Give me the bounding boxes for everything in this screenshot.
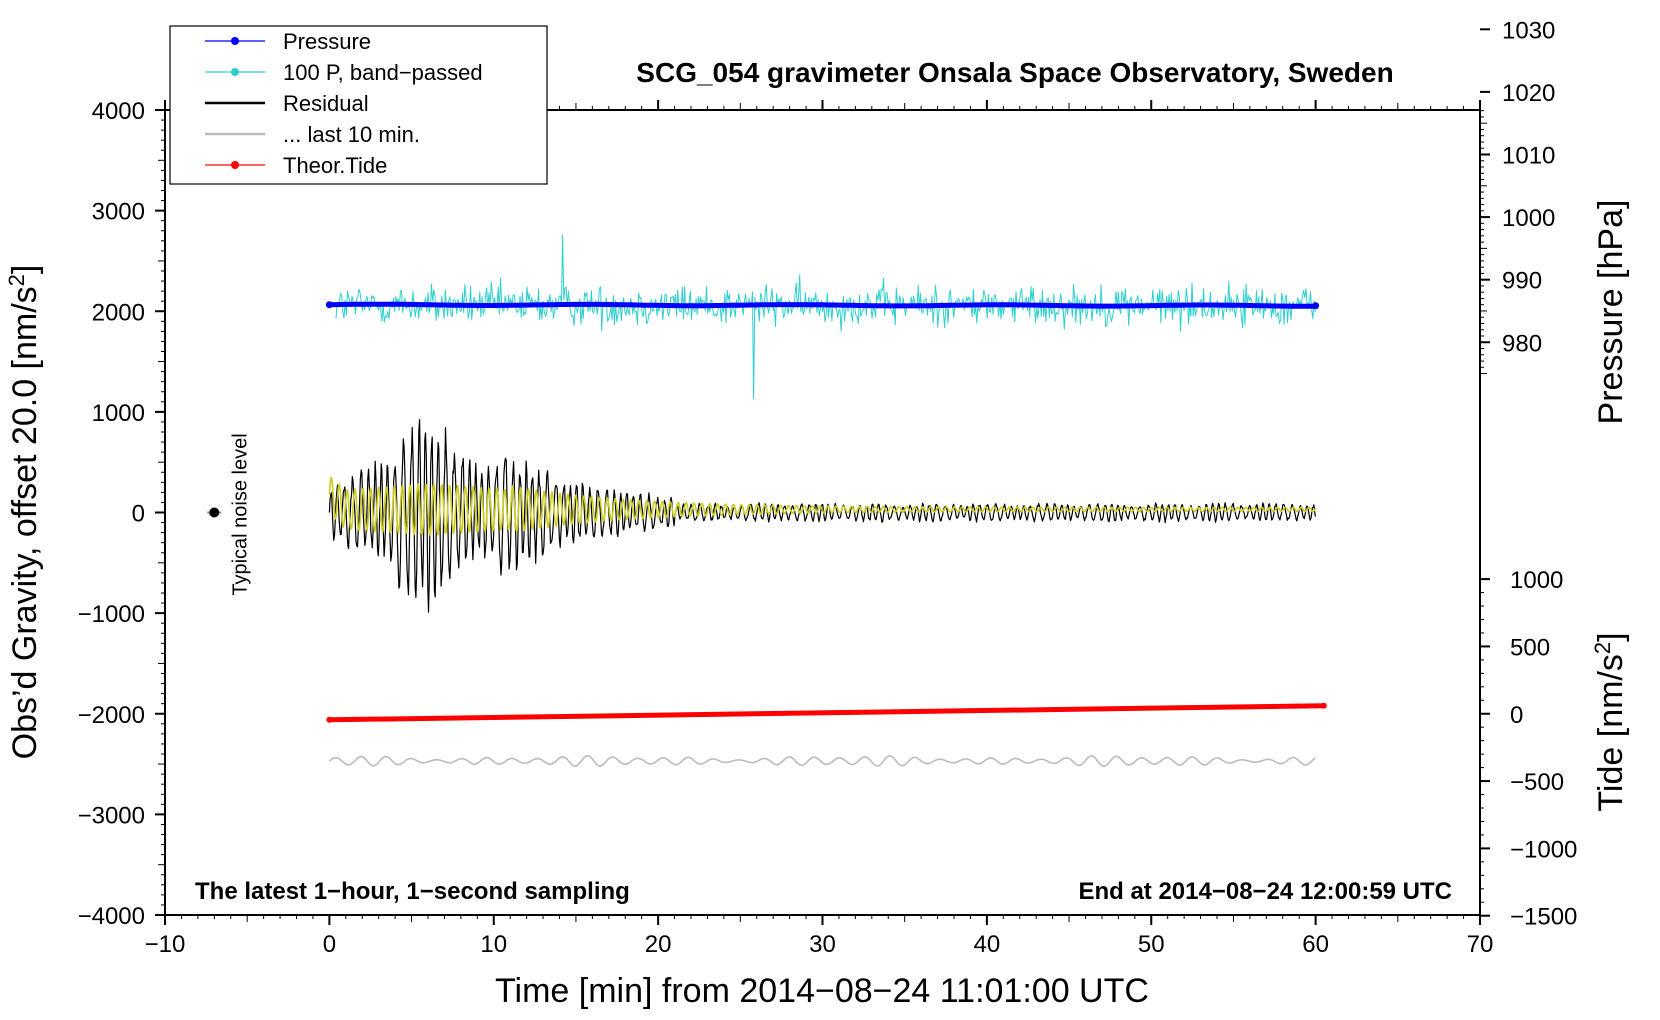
left-tick-label-3: 1000 [92, 400, 145, 427]
left-tick-label-1: 3000 [92, 199, 145, 226]
series-residual-smoothed-line [328, 476, 1317, 536]
series-pressure-end-point [1312, 302, 1320, 310]
axes-layer: −10 0 10 20 30 40 50 60 7040003000200010000−1000… [78, 17, 1578, 958]
chart-title: SCG_054 gravimeter Onsala Space Observat… [636, 57, 1393, 88]
x-tick-label-3: 20 [645, 931, 672, 958]
x-tick-label-0: −10 [145, 931, 186, 958]
legend-marker-0 [231, 37, 239, 45]
legend-label-0: Pressure [283, 29, 371, 54]
legend-label-1: 100 P, band−passed [283, 60, 483, 85]
x-tick-label-8: 70 [1467, 931, 1494, 958]
x-tick-label-6: 50 [1138, 931, 1165, 958]
legend-label-4: Theor.Tide [283, 153, 387, 178]
left-tick-label-8: −4000 [78, 903, 145, 930]
left-tick-label-0: 4000 [92, 98, 145, 125]
tide-axis-title-end: ] [1592, 632, 1630, 641]
tide-axis-title-main: Tide [nm/s [1592, 654, 1630, 811]
series-theor-tide-end-point [1320, 702, 1327, 709]
pressure-tick-label-5: 980 [1502, 330, 1542, 357]
tide-tick-label-3: −500 [1510, 769, 1564, 796]
pressure-axis-title: Pressure [hPa] [1592, 200, 1630, 425]
x-axis-title: Time [min] from 2014−08−24 11:01:00 UTC [495, 972, 1149, 1010]
series-theor-tide-line [329, 703, 1324, 723]
noise-label: Typical noise level [229, 433, 251, 595]
series-residual-line [328, 419, 1316, 613]
pressure-tick-label-0: 1030 [1502, 17, 1555, 44]
series-theor-tide-start-point [326, 716, 333, 723]
left-tick-label-4: 0 [132, 501, 145, 528]
pressure-tick-label-4: 990 [1502, 268, 1542, 295]
tide-tick-label-2: 0 [1510, 702, 1523, 729]
left-tick-label-2: 2000 [92, 299, 145, 326]
x-tick-label-7: 60 [1302, 931, 1329, 958]
plot-frame [164, 109, 1481, 916]
x-tick-label-1: 0 [323, 931, 336, 958]
legend-label-3: ... last 10 min. [283, 122, 420, 147]
x-tick-label-2: 10 [480, 931, 507, 958]
x-tick-label-5: 40 [974, 931, 1001, 958]
legend-label-2: Residual [283, 91, 369, 116]
tide-axis-title-sup: 2 [1590, 642, 1615, 654]
pressure-tick-label-2: 1010 [1502, 142, 1555, 169]
left-axis-title-main: Obs’d Gravity, offset 20.0 [nm/s [6, 286, 44, 759]
series-layer [325, 234, 1327, 767]
legend: Pressure 100 P, band−passed Residual ... la… [169, 25, 548, 185]
tide-axis-title: Tide [nm/s2] [1590, 632, 1630, 811]
noise-dot [209, 507, 220, 518]
tide-tick-label-5: −1500 [1510, 904, 1577, 931]
annotation-end-time: End at 2014−08−24 12:00:59 UTC [1078, 878, 1452, 905]
tide-tick-label-4: −1000 [1510, 836, 1577, 863]
left-axis-title-end: ] [6, 265, 44, 274]
series-bandpassed-line [335, 234, 1316, 400]
series-last10min-line [328, 754, 1317, 767]
tide-tick-label-0: 1000 [1510, 567, 1563, 594]
pressure-tick-label-3: 1000 [1502, 205, 1555, 232]
pressure-tick-label-1: 1020 [1502, 80, 1555, 107]
left-axis-title: Obs’d Gravity, offset 20.0 [nm/s2] [4, 265, 44, 760]
series-pressure-line [329, 301, 1316, 309]
legend-marker-1 [231, 68, 239, 76]
x-tick-label-4: 30 [809, 931, 836, 958]
series-pressure-start-point [325, 301, 333, 309]
left-tick-label-5: −1000 [78, 601, 145, 628]
left-tick-label-7: −3000 [78, 802, 145, 829]
left-tick-label-6: −2000 [78, 702, 145, 729]
legend-marker-4 [231, 161, 239, 169]
tide-tick-label-1: 500 [1510, 634, 1550, 661]
left-axis-title-sup: 2 [4, 274, 29, 286]
legend-box [169, 25, 548, 185]
noise-marker-group: Typical noise level [207, 433, 251, 596]
annotation-sampling: The latest 1−hour, 1−second sampling [195, 878, 630, 905]
